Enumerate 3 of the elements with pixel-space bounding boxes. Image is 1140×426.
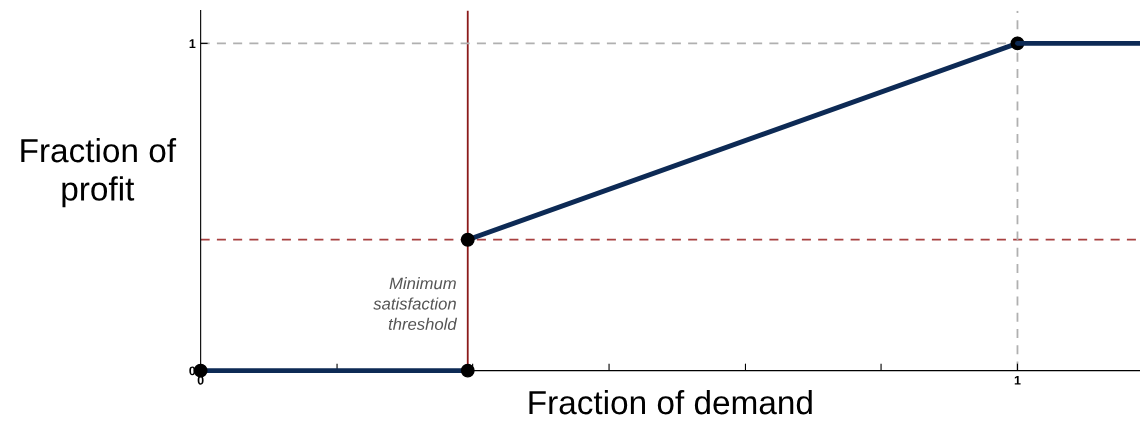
ref-line-label: Minimum satisfaction threshold <box>373 277 458 331</box>
x-axis-title: Fraction of demand <box>529 389 812 415</box>
y-axis-title: Fraction of profit <box>21 137 177 208</box>
